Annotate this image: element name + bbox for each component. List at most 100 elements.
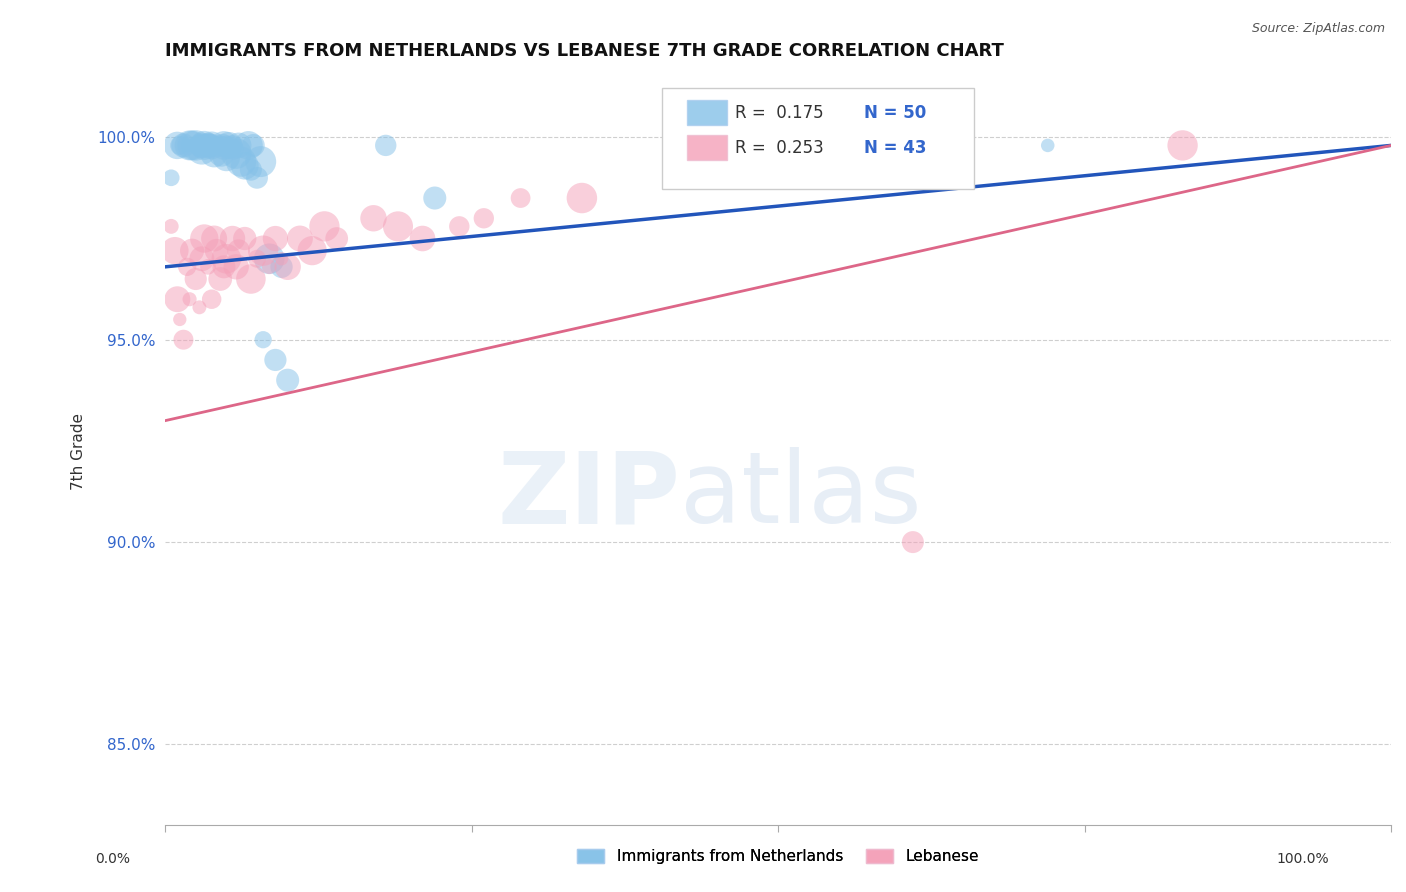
Point — [193, 138, 215, 153]
Point — [186, 138, 208, 153]
Point — [176, 138, 198, 153]
Point — [211, 146, 233, 161]
Point — [252, 244, 274, 258]
Point — [176, 260, 198, 274]
Point — [166, 292, 188, 306]
Point — [218, 138, 240, 153]
Point — [1171, 138, 1194, 153]
Text: ZIP: ZIP — [498, 448, 681, 544]
Text: R =  0.175: R = 0.175 — [735, 103, 824, 121]
Point — [197, 260, 219, 274]
Point — [233, 231, 256, 245]
Point — [179, 138, 201, 153]
Point — [191, 138, 214, 153]
Point — [277, 260, 299, 274]
Point — [191, 143, 214, 157]
Point — [181, 138, 204, 153]
Legend: Immigrants from Netherlands, Lebanese: Immigrants from Netherlands, Lebanese — [571, 843, 986, 871]
Point — [215, 252, 238, 266]
Point — [374, 138, 396, 153]
FancyBboxPatch shape — [662, 87, 974, 189]
Point — [238, 138, 260, 153]
Point — [201, 292, 224, 306]
Point — [184, 272, 207, 286]
Text: 100.0%: 100.0% — [1277, 852, 1329, 866]
Point — [239, 272, 262, 286]
Point — [288, 231, 311, 245]
Point — [259, 252, 281, 266]
Point — [221, 138, 243, 153]
Point — [184, 138, 207, 153]
Point — [208, 138, 231, 153]
Point — [225, 260, 247, 274]
Point — [169, 138, 191, 153]
FancyBboxPatch shape — [688, 135, 727, 161]
Point — [423, 191, 446, 205]
Point — [166, 138, 188, 153]
Point — [249, 154, 271, 169]
Point — [449, 219, 471, 234]
Point — [179, 292, 201, 306]
Text: N = 43: N = 43 — [863, 139, 927, 157]
Point — [202, 231, 225, 245]
Text: N = 50: N = 50 — [863, 103, 927, 121]
Point — [215, 138, 238, 153]
Point — [207, 138, 229, 153]
Point — [198, 138, 221, 153]
Text: R =  0.253: R = 0.253 — [735, 139, 824, 157]
Text: Source: ZipAtlas.com: Source: ZipAtlas.com — [1251, 22, 1385, 36]
Point — [209, 138, 232, 153]
Point — [246, 170, 269, 185]
Point — [194, 138, 217, 153]
Point — [412, 231, 434, 245]
Point — [229, 154, 252, 169]
Point — [225, 146, 247, 161]
Point — [172, 138, 194, 153]
Point — [571, 191, 593, 205]
Point — [160, 219, 183, 234]
Point — [172, 333, 194, 347]
Point — [160, 170, 183, 185]
Point — [163, 244, 186, 258]
Point — [387, 219, 409, 234]
Point — [242, 138, 264, 153]
Text: IMMIGRANTS FROM NETHERLANDS VS LEBANESE 7TH GRADE CORRELATION CHART: IMMIGRANTS FROM NETHERLANDS VS LEBANESE … — [165, 42, 1004, 60]
Point — [1036, 138, 1059, 153]
Point — [301, 244, 323, 258]
Point — [202, 146, 225, 161]
FancyBboxPatch shape — [688, 100, 727, 125]
Point — [325, 231, 347, 245]
Point — [212, 138, 235, 153]
Y-axis label: 7th Grade: 7th Grade — [72, 412, 86, 490]
Point — [233, 159, 256, 173]
Point — [209, 272, 232, 286]
Point — [197, 138, 219, 153]
Point — [270, 252, 292, 266]
Point — [901, 535, 924, 549]
Point — [212, 260, 235, 274]
Point — [205, 138, 228, 153]
Point — [314, 219, 336, 234]
Point — [188, 301, 211, 315]
Point — [509, 191, 531, 205]
Text: 0.0%: 0.0% — [96, 852, 131, 866]
Point — [264, 353, 287, 368]
Text: atlas: atlas — [681, 448, 921, 544]
Point — [259, 260, 281, 274]
Point — [246, 252, 269, 266]
Point — [181, 138, 204, 153]
Point — [221, 231, 243, 245]
Point — [201, 138, 224, 153]
Point — [193, 231, 215, 245]
Point — [211, 138, 233, 153]
Point — [181, 244, 204, 258]
Point — [205, 244, 228, 258]
Point — [222, 143, 245, 157]
Point — [188, 138, 211, 153]
Point — [169, 312, 191, 326]
Point — [472, 211, 495, 226]
Point — [363, 211, 385, 226]
Point — [191, 252, 214, 266]
Point — [277, 373, 299, 387]
Point — [215, 151, 238, 165]
